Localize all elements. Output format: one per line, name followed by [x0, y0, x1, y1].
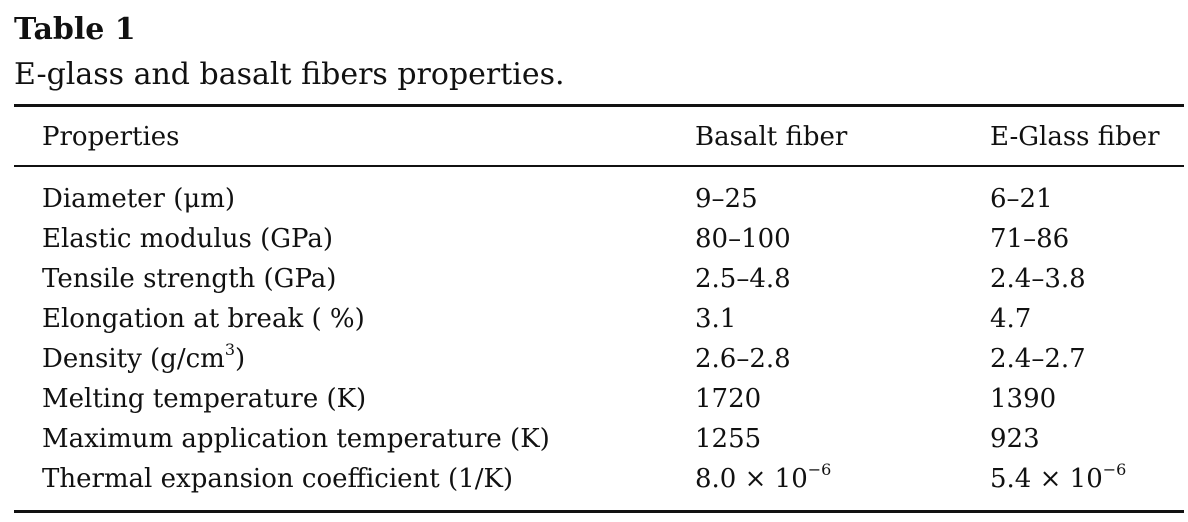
table-row: Tensile strength (GPa) 2.5–4.8 2.4–3.8 [0, 259, 1188, 299]
basalt-cell: 80–100 [695, 224, 791, 254]
eglass-cell: 2.4–3.8 [990, 264, 1086, 294]
table-row: Melting temperature (K) 1720 1390 [0, 379, 1188, 419]
property-text: Density (g/cm [42, 344, 225, 374]
table-row: Density (g/cm3) 2.6–2.8 2.4–2.7 [0, 339, 1188, 379]
property-cell: Maximum application temperature (K) [42, 424, 550, 454]
basalt-cell: 9–25 [695, 184, 758, 214]
basalt-cell: 3.1 [695, 304, 737, 334]
eglass-cell: 5.4 × 10−6 [990, 459, 1126, 499]
property-cell: Elastic modulus (GPa) [42, 224, 333, 254]
header-eglass-fiber: E-Glass fiber [990, 122, 1160, 152]
eglass-exponent: −6 [1102, 460, 1127, 480]
basalt-cell: 2.5–4.8 [695, 264, 791, 294]
eglass-cell: 71–86 [990, 224, 1070, 254]
eglass-cell: 2.4–2.7 [990, 344, 1086, 374]
table-label: Table 1 [14, 12, 136, 47]
property-cell: Elongation at break ( %) [42, 304, 365, 334]
property-text-end: ) [235, 344, 246, 374]
property-cell: Tensile strength (GPa) [42, 264, 337, 294]
property-cell: Thermal expansion coefficient (1/K) [42, 464, 514, 494]
property-superscript: 3 [224, 340, 235, 360]
basalt-value: 8.0 × 10 [695, 464, 808, 494]
eglass-cell: 6–21 [990, 184, 1053, 214]
header-properties: Properties [42, 122, 180, 152]
basalt-cell: 1255 [695, 424, 762, 454]
table-row: Thermal expansion coefficient (1/K) 8.0 … [0, 459, 1188, 499]
table-row: Elastic modulus (GPa) 80–100 71–86 [0, 219, 1188, 259]
property-cell: Density (g/cm3) [42, 339, 245, 379]
basalt-cell: 2.6–2.8 [695, 344, 791, 374]
eglass-cell: 1390 [990, 384, 1057, 414]
eglass-cell: 4.7 [990, 304, 1032, 334]
table-caption: E-glass and basalt fibers properties. [14, 57, 565, 92]
basalt-cell: 1720 [695, 384, 762, 414]
eglass-cell: 923 [990, 424, 1040, 454]
bottom-rule [14, 510, 1184, 513]
basalt-exponent: −6 [807, 460, 832, 480]
header-rule [14, 165, 1184, 167]
table-row: Elongation at break ( %) 3.1 4.7 [0, 299, 1188, 339]
table-row: Maximum application temperature (K) 1255… [0, 419, 1188, 459]
table-row: Diameter (μm) 9–25 6–21 [0, 179, 1188, 219]
property-cell: Melting temperature (K) [42, 384, 367, 414]
eglass-value: 5.4 × 10 [990, 464, 1103, 494]
header-row: Properties Basalt fiber E-Glass fiber [0, 117, 1188, 157]
basalt-cell: 8.0 × 10−6 [695, 459, 831, 499]
property-cell: Diameter (μm) [42, 184, 236, 214]
header-basalt-fiber: Basalt fiber [695, 122, 848, 152]
top-rule [14, 104, 1184, 107]
